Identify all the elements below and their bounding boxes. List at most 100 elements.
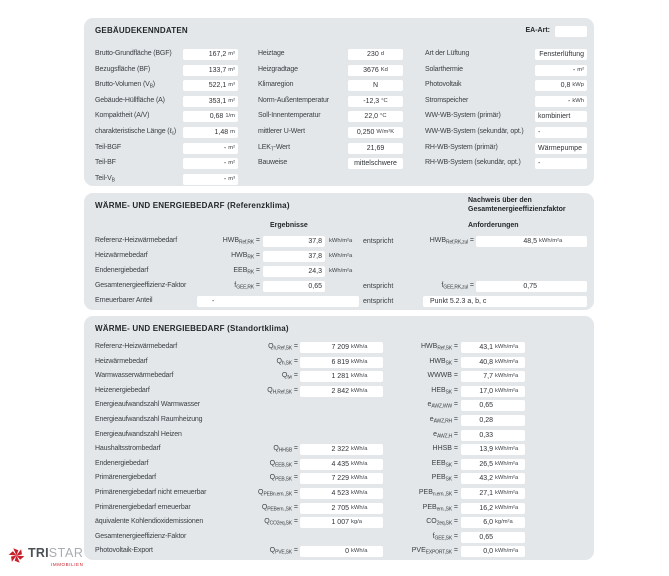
value-field[interactable]: 17,0 kWh/m²a bbox=[461, 385, 525, 397]
value-field[interactable]: 0,65 bbox=[461, 400, 525, 412]
field-row: Energieaufwandszahl Heizen eAWZ,H = 0,33 bbox=[84, 429, 594, 442]
value-field[interactable]: - m² bbox=[183, 158, 238, 170]
value-field[interactable]: 16,2 kWh/m²a bbox=[461, 502, 525, 514]
quantity-symbol: PEBSK = bbox=[431, 474, 458, 483]
quantity-symbol: HWBRef,SK = bbox=[420, 343, 458, 352]
value-field[interactable]: - bbox=[197, 296, 359, 307]
field-value: 0 bbox=[345, 548, 349, 556]
value-field[interactable]: 2 322 kWh/a bbox=[300, 444, 383, 456]
ea-art-field[interactable] bbox=[555, 26, 587, 37]
field-row: Brutto-Grundfläche (BGF) 167,2 m² bbox=[84, 49, 594, 61]
value-field[interactable]: 7,7 kWh/m²a bbox=[461, 371, 525, 383]
value-field[interactable]: 7 229 kWh/a bbox=[300, 473, 383, 485]
value-field[interactable]: 6 819 kWh/a bbox=[300, 356, 383, 368]
unit-label: kWh/m²a bbox=[495, 373, 519, 380]
value-field[interactable]: 43,2 kWh/m²a bbox=[461, 473, 525, 485]
value-field[interactable]: 0,0 kWh/m²a bbox=[461, 546, 525, 558]
unit-label: kWh/m²a bbox=[329, 253, 353, 259]
unit-label: m² bbox=[228, 66, 235, 73]
unit-label: kg/a bbox=[351, 519, 362, 526]
value-field[interactable]: 1 281 kWh/a bbox=[300, 371, 383, 383]
field-row: Kompaktheit (A/V) 0,68 1/m bbox=[84, 111, 594, 123]
field-value: 4 523 bbox=[331, 490, 349, 497]
value-field[interactable]: 0,33 bbox=[461, 429, 525, 441]
value-field[interactable]: - kWh bbox=[535, 95, 587, 107]
value-field[interactable]: 26,5 kWh/m²a bbox=[461, 458, 525, 470]
value-field[interactable]: - bbox=[535, 127, 587, 138]
value-field[interactable]: 4 523 kWh/a bbox=[300, 488, 383, 499]
value-field[interactable]: 24,3 bbox=[263, 266, 325, 277]
value-field[interactable]: 1,48 m bbox=[183, 127, 238, 138]
quantity-symbol: QPEB,SK = bbox=[269, 474, 298, 483]
value-field[interactable]: 0,28 bbox=[461, 415, 525, 426]
logo-word-star: STAR bbox=[48, 546, 84, 560]
field-value: 16,2 bbox=[479, 504, 493, 512]
value-field[interactable]: 4 435 kWh/a bbox=[300, 458, 383, 470]
field-value: 0,75 bbox=[523, 283, 537, 290]
value-field[interactable]: - m² bbox=[183, 142, 238, 154]
field-row: WW-WB-System (primär) kombiniert bbox=[84, 111, 594, 123]
field-label: Primärenergiebedarf bbox=[95, 474, 156, 482]
value-field[interactable]: 0,65 bbox=[263, 281, 325, 292]
value-field[interactable]: 0,68 1/m bbox=[183, 111, 238, 123]
value-field[interactable]: Fensterlüftung bbox=[535, 49, 587, 60]
tristar-logo: TRISTAR IMMOBILIEN bbox=[8, 546, 84, 571]
value-field[interactable]: 2 842 kWh/a bbox=[300, 385, 383, 397]
value-field[interactable]: 22,0 °C bbox=[348, 111, 403, 123]
field-row: Erneuerbarer Anteil - entspricht Punkt 5.2.… bbox=[84, 296, 594, 308]
quantity-symbol: HWBRK = bbox=[231, 252, 260, 261]
value-field[interactable]: - bbox=[535, 158, 587, 170]
nachweis-heading-line1: Nachweis über den bbox=[468, 197, 532, 204]
quantity-symbol: Qh,SK = bbox=[276, 357, 298, 367]
value-field[interactable]: 133,7 m² bbox=[183, 64, 238, 76]
value-field[interactable]: 0,65 bbox=[461, 531, 525, 543]
value-field[interactable]: mittelschwere bbox=[348, 158, 403, 170]
unit-label: kWh/a bbox=[351, 373, 368, 380]
field-label: Energieaufwandszahl Raumheizung bbox=[95, 416, 203, 423]
value-field[interactable]: 230 d bbox=[348, 49, 403, 60]
value-field[interactable]: 2 705 kWh/a bbox=[300, 502, 383, 514]
quantity-symbol: fGEE,RK = bbox=[234, 282, 260, 291]
value-field[interactable]: kombiniert bbox=[535, 111, 587, 123]
field-label: Heizgradtage bbox=[258, 65, 298, 73]
value-field[interactable]: N bbox=[348, 80, 403, 92]
value-field[interactable]: 0,250 W/m²K bbox=[348, 127, 403, 138]
entspricht-text: entspricht bbox=[363, 238, 394, 245]
value-field[interactable]: 6,0 kg/m²a bbox=[461, 517, 525, 529]
value-field[interactable]: 27,1 kWh/m²a bbox=[461, 488, 525, 499]
value-field[interactable]: 37,8 bbox=[263, 236, 325, 247]
value-field[interactable]: 40,8 kWh/m²a bbox=[461, 356, 525, 368]
field-label: Primärenergiebedarf nicht erneuerbar bbox=[95, 489, 207, 496]
value-field[interactable]: Wärmepumpe bbox=[535, 142, 587, 154]
value-field[interactable]: 37,8 bbox=[263, 251, 325, 262]
value-field[interactable]: - m² bbox=[535, 64, 587, 76]
value-field[interactable]: 0 kWh/a bbox=[300, 546, 383, 558]
field-row: Heizwärmebedarf Qh,SK = 6 819 kWh/a HWBSK = 4… bbox=[84, 356, 594, 369]
value-field[interactable]: 7 209 kWh/a bbox=[300, 342, 383, 353]
value-field[interactable]: Punkt 5.2.3 a, b, c bbox=[423, 296, 587, 307]
value-field[interactable]: 13,9 kWh/m²a bbox=[461, 444, 525, 456]
logo-tagline: IMMOBILIEN bbox=[51, 562, 84, 567]
value-field[interactable]: 1 007 kg/a bbox=[300, 517, 383, 529]
value-field[interactable]: 3676 Kd bbox=[348, 64, 403, 76]
value-field[interactable]: 353,1 m² bbox=[183, 95, 238, 107]
value-field[interactable]: 0,8 kWp bbox=[535, 80, 587, 92]
field-value: 4 435 bbox=[331, 460, 349, 468]
value-field[interactable]: 43,1 kWh/m²a bbox=[461, 342, 525, 353]
value-field[interactable]: 21,69 bbox=[348, 142, 403, 154]
value-field[interactable]: 48,5 kWh/m²a bbox=[476, 236, 587, 247]
field-value: -12,3 bbox=[363, 97, 380, 105]
value-field[interactable]: - m³ bbox=[183, 173, 238, 185]
field-value: 230 bbox=[367, 51, 379, 58]
value-field[interactable]: 167,2 m² bbox=[183, 49, 238, 60]
value-field[interactable]: -12,3 °C bbox=[348, 95, 403, 107]
field-value: - bbox=[538, 160, 541, 168]
field-value: - bbox=[212, 298, 215, 305]
field-label: Norm-Außentemperatur bbox=[258, 96, 329, 104]
value-field[interactable]: 522,1 m³ bbox=[183, 80, 238, 92]
field-row: Photovoltaik-Export QPVE,SK = 0 kWh/a PVEEXP… bbox=[84, 546, 594, 558]
field-value: - bbox=[568, 97, 571, 105]
value-field[interactable]: 0,75 bbox=[476, 281, 587, 292]
field-label: Warmwasserwärmebedarf bbox=[95, 372, 174, 380]
quantity-symbol: QPEBn.ern.,SK = bbox=[258, 489, 298, 498]
